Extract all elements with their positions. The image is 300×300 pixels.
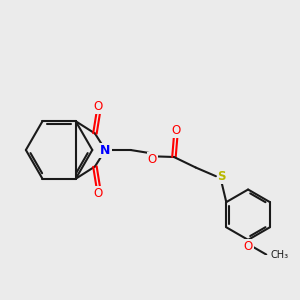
Text: O: O xyxy=(172,124,181,137)
Text: O: O xyxy=(148,153,157,166)
Text: CH₃: CH₃ xyxy=(271,250,289,260)
Text: N: N xyxy=(100,143,111,157)
Text: O: O xyxy=(94,187,103,200)
Text: O: O xyxy=(244,240,253,254)
Text: O: O xyxy=(94,100,103,113)
Text: S: S xyxy=(218,170,226,183)
